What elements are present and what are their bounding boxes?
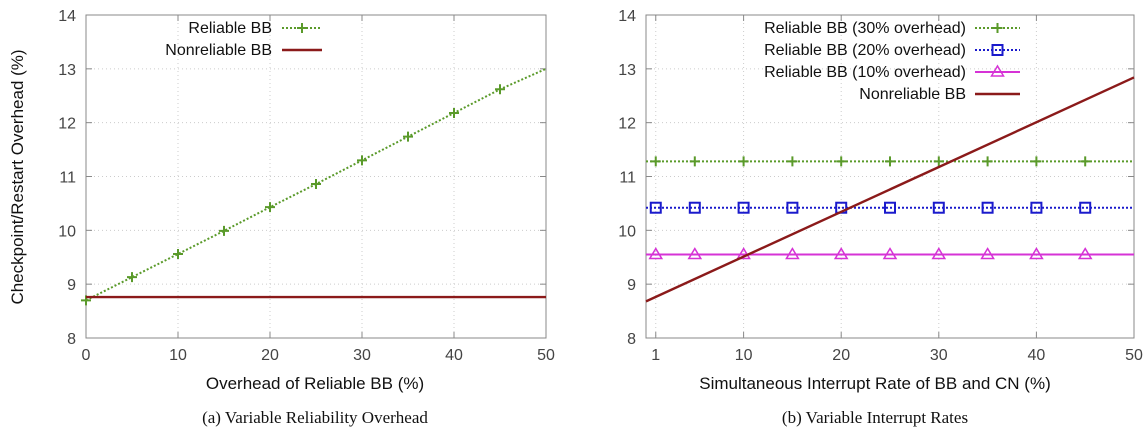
chart-a-legend-label-1: Nonreliable BB <box>165 42 272 59</box>
chart-b-ytick-label: 9 <box>627 277 636 294</box>
chart-a-series-0-point <box>219 225 229 236</box>
chart-b-ytick-label: 12 <box>618 116 636 133</box>
chart-b-series-1-point <box>649 201 662 214</box>
chart-b-xtick-label: 50 <box>1125 347 1143 364</box>
chart-b-series-2-point <box>931 247 947 260</box>
chart-b-ytick-label: 10 <box>618 223 636 240</box>
chart-b-series-2-point <box>1029 247 1044 260</box>
chart-b-ytick-label: 8 <box>627 331 636 348</box>
chart-b-series-1-point <box>981 201 994 214</box>
chart-a-ytick-label: 13 <box>58 62 76 79</box>
chart-a-xtick-label: 20 <box>261 347 279 364</box>
chart-a-ytick-label: 11 <box>59 170 76 187</box>
chart-b-series-0-point <box>738 156 749 167</box>
chart-b-series-2-point <box>980 247 995 260</box>
chart-a-ytick-label: 9 <box>67 277 76 294</box>
chart-a-series-0-point <box>127 272 137 283</box>
chart-b-legend-marker-2 <box>990 64 1005 77</box>
chart-b-series-1-point <box>688 201 701 214</box>
chart-b-series-2-point <box>785 247 800 260</box>
chart-a-legend-marker-0 <box>297 23 307 33</box>
chart-b-series-1-point <box>737 201 750 214</box>
chart-a-ytick-label: 14 <box>58 8 76 25</box>
chart-b-series-2-point <box>882 247 898 260</box>
chart-b-ytick-label: 13 <box>618 62 636 79</box>
chart-b-legend-label-2: Reliable BB (10% overhead) <box>764 64 966 81</box>
chart-b-series-1-point <box>786 201 799 214</box>
chart-b-series-0-point <box>1080 156 1091 167</box>
chart-b-legend-marker-0 <box>992 23 1003 33</box>
chart-a-xtick-label: 50 <box>537 347 555 364</box>
chart-b-series-1-point <box>1030 201 1043 214</box>
chart-b-series-1-point <box>932 201 945 214</box>
chart-b-series-0-point <box>787 156 798 167</box>
chart-a-series-0-point <box>173 249 183 260</box>
chart-b: 8 9 10 11 12 13 14 1 10 20 30 40 50 Reliable BB (30%… <box>618 8 1143 427</box>
chart-b-xtick-label: 10 <box>735 347 753 364</box>
chart-a-series-0-point <box>403 131 413 142</box>
chart-b-series-0-point <box>885 156 895 167</box>
chart-b-legend-label-0: Reliable BB (30% overhead) <box>764 20 966 37</box>
chart-a-legend-label-0: Reliable BB <box>188 20 272 37</box>
chart-a-xtick-label: 10 <box>169 347 187 364</box>
chart-a-series-0-point <box>265 202 275 213</box>
chart-b-legend-marker-1 <box>991 44 1004 56</box>
chart-a-series-0-point <box>311 179 321 190</box>
chart-b-xtick-label: 40 <box>1028 347 1046 364</box>
chart-b-series-2-point <box>833 247 849 260</box>
chart-b-xtick-label: 1 <box>651 347 660 364</box>
chart-b-ytick-label: 11 <box>619 170 636 187</box>
chart-a-ytick-label: 12 <box>58 116 76 133</box>
chart-b-series-2-point <box>648 247 664 260</box>
chart-b-series-0-point <box>650 156 661 167</box>
chart-b-xtick-label: 20 <box>832 347 850 364</box>
chart-b-series-0-point <box>1031 156 1042 167</box>
chart-b-series-2-point <box>736 247 751 260</box>
chart-a: 8 9 10 11 12 13 14 0 10 20 30 40 50 Reliable BB Nonre… <box>8 8 555 427</box>
chart-b-series-1-point <box>1079 201 1092 214</box>
chart-a-series-0-point <box>357 155 367 166</box>
chart-b-ytick-label: 14 <box>618 8 636 25</box>
chart-a-xlabel: Overhead of Reliable BB (%) <box>206 374 424 393</box>
chart-a-ytick-label: 8 <box>67 331 76 348</box>
chart-b-series-3-line <box>645 76 1135 303</box>
chart-b-series-2-point <box>687 247 703 260</box>
chart-a-xtick-label: 30 <box>353 347 371 364</box>
chart-a-xtick-label: 40 <box>445 347 463 364</box>
chart-b-legend-label-1: Reliable BB (20% overhead) <box>764 42 966 59</box>
chart-b-series-2-point <box>1077 247 1093 260</box>
chart-b-series-0-point <box>982 156 993 167</box>
chart-a-series-0-point <box>449 107 459 118</box>
chart-a-xtick-label: 0 <box>82 347 91 364</box>
chart-b-series-0-point <box>933 156 944 167</box>
chart-b-xtick-label: 30 <box>930 347 948 364</box>
chart-b-series-0-point <box>689 156 700 167</box>
chart-b-series-0-point <box>836 156 847 167</box>
chart-b-series-1-point <box>884 201 896 214</box>
chart-b-xlabel: Simultaneous Interrupt Rate of BB and CN… <box>699 374 1051 393</box>
chart-a-series-0-point <box>495 84 505 95</box>
chart-b-caption: (b) Variable Interrupt Rates <box>782 408 968 427</box>
chart-b-legend-label-3: Nonreliable BB <box>859 86 966 103</box>
chart-a-ylabel: Checkpoint/Restart Overhead (%) <box>8 49 27 304</box>
chart-a-caption: (a) Variable Reliability Overhead <box>202 408 428 427</box>
chart-a-ytick-label: 10 <box>58 223 76 240</box>
